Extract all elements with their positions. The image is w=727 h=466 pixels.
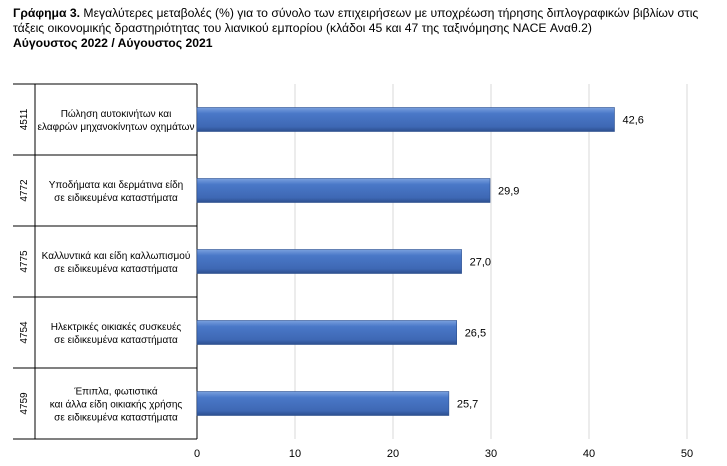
- category-label: σε ειδικευμένα καταστήματα: [54, 412, 178, 424]
- category-label: Έπιπλα, φωτιστικά: [73, 386, 158, 398]
- category-label: σε ειδικευμένα καταστήματα: [54, 192, 178, 204]
- category-label: σε ειδικευμένα καταστήματα: [54, 334, 178, 346]
- category-label: και άλλα είδη οικιακής χρήσης: [50, 399, 183, 411]
- chart-title: Γράφημα 3. Μεγαλύτερες μεταβολές (%) για…: [13, 6, 718, 51]
- bar: [196, 178, 491, 203]
- x-tick-label: 20: [387, 448, 399, 460]
- category-code: 4754: [19, 321, 30, 344]
- chart-subtitle: Αύγουστος 2022 / Αύγουστος 2021: [13, 36, 213, 50]
- data-label: 29,9: [498, 186, 519, 198]
- bar: [196, 107, 615, 132]
- data-label: 27,0: [470, 257, 491, 269]
- x-tick-label: 40: [583, 448, 595, 460]
- category-label: Καλλυντικά και είδη καλλωπισμού: [42, 250, 191, 262]
- data-label: 42,6: [622, 115, 643, 127]
- category-code: 4775: [19, 250, 30, 273]
- x-tick-label: 10: [289, 448, 301, 460]
- category-label: Ηλεκτρικές οικιακές συσκευές: [51, 321, 182, 333]
- bar: [196, 320, 458, 345]
- category-code: 4772: [19, 179, 30, 202]
- data-label: 26,5: [465, 328, 486, 340]
- x-tick-label: 30: [485, 448, 497, 460]
- x-tick-label: 0: [194, 448, 200, 460]
- category-label: Υποδήματα και δερμάτινα είδη: [49, 179, 183, 191]
- chart-title-text: Μεγαλύτερες μεταβολές (%) για το σύνολο …: [13, 6, 699, 35]
- bar: [196, 391, 450, 416]
- category-label: Πώληση αυτοκινήτων και: [61, 108, 172, 120]
- data-label: 25,7: [457, 399, 478, 411]
- category-code: 4759: [19, 392, 30, 415]
- category-code: 4511: [19, 108, 30, 130]
- category-label: σε ειδικευμένα καταστήματα: [54, 263, 178, 275]
- category-label: ελαφρών μηχανοκίνητων οχημάτων: [38, 121, 195, 133]
- bar: [196, 249, 462, 274]
- chart-title-prefix: Γράφημα 3.: [13, 6, 81, 20]
- x-tick-label: 50: [681, 448, 693, 460]
